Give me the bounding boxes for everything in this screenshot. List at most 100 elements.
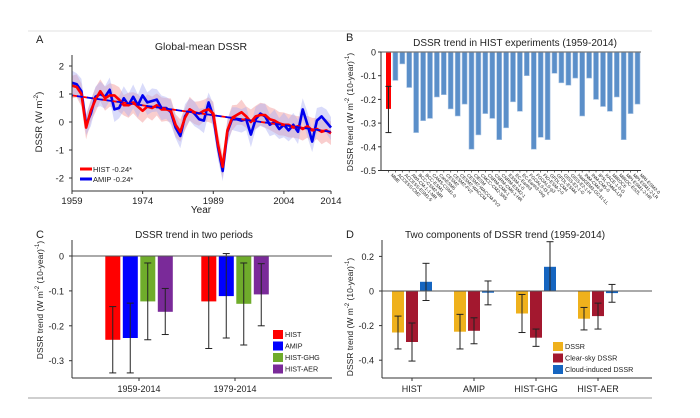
bar-dssr [454,291,466,332]
bar-clear-sky-dssr [530,291,542,338]
bar-model [600,51,606,107]
legend-label-hist-ghg: HIST-GHG [285,353,320,362]
x-tick-label: 2004 [273,196,294,207]
bar-model [613,51,620,98]
bar-model [427,51,433,119]
y-tick-label: -0.3 [48,356,64,366]
trend-line-amip [71,94,332,133]
bar-model [489,51,496,119]
panel-a: A Global-mean DSSR Year DSSR (W m-2) 2 1 0… [33,34,342,216]
x-tick-label: HIST-AER [577,384,619,394]
legend-label-cloud-induced-dssr: Cloud-induced DSSR [565,365,633,374]
y-tick-label: -2 [56,174,64,185]
x-tick-label: 1989 [203,196,224,207]
bar-model [406,51,413,88]
panel-c-label: C [36,229,44,241]
bar-model [523,51,530,77]
y-tick-label: -0.4 [360,142,376,152]
bar-mme [386,52,391,109]
bar-model [579,51,586,117]
bar-hist [105,256,121,340]
bar-model [572,51,579,79]
bar-model [392,51,399,81]
bar-model [447,51,454,110]
panel-c-title: DSSR trend in two periods [135,230,253,241]
bar-model [440,51,447,96]
y-tick-label: -0.1 [48,286,64,296]
legend-swatch-cloud-induced-dssr [553,365,563,374]
legend-label-amip: AMIP -0.24* [93,175,133,184]
bar-model [551,51,558,74]
legend-label-amip: AMIP [285,342,303,351]
bar-model [461,51,468,105]
legend-swatch-amip [273,341,283,351]
panel-d-label: D [346,229,354,241]
y-tick-label: -0.2 [358,321,374,331]
x-tick-label: 1974 [132,196,153,207]
bar-dssr [578,291,590,319]
x-tick-label: 1959 [61,196,82,207]
band-hist [72,74,331,179]
legend-label-clear-sky-dssr: Clear-sky DSSR [565,354,617,363]
panel-d-ylabel: DSSR trend (W m-2 (10-year)-1) [345,258,355,377]
bar-model [537,51,544,138]
bar-model [586,51,592,79]
bar-model [620,51,627,140]
bar-model [482,51,489,114]
y-tick-label: -0.4 [358,356,374,366]
band-amip [72,70,331,182]
panel-c: C DSSR trend in two periods DSSR trend (… [35,229,332,394]
bar-model [517,51,523,112]
y-tick-label: 0 [59,118,64,129]
y-tick-label: -0.1 [360,71,376,81]
series-line-hist [71,84,332,169]
legend-swatch-hist-aer [273,364,283,374]
bar-model [399,51,406,65]
bar-model [634,51,641,105]
bar-model [565,51,572,86]
bar-model [468,51,475,150]
bar-model [454,51,461,117]
y-tick-label: 0 [59,252,64,262]
legend-label-hist-aer: HIST-AER [285,365,318,374]
y-tick-label: 0 [369,287,374,297]
bar-clear-sky-dssr [406,291,418,342]
bar-model [420,51,426,121]
panel-a-xlabel: Year [191,205,212,216]
bar-model [544,51,551,140]
panel-b-label: B [346,32,353,44]
y-tick-label: 1 [59,90,64,101]
y-tick-label: 0.2 [361,252,374,262]
bar-model [558,51,565,84]
legend-swatch-dssr [553,342,563,351]
panel-b-title: DSSR trend in HIST experiments (1959-201… [413,38,617,49]
panel-a-label: A [36,34,44,46]
y-tick-label: -0.3 [360,119,376,129]
x-tick-label: 1979-2014 [213,384,256,394]
panel-a-legend: HIST -0.24*AMIP -0.24* [80,165,133,184]
panel-d-legend: DSSR Clear-sky DSSR Cloud-induced DSSR [553,342,633,374]
bar-model [496,51,503,140]
bar-hist-aer [157,256,173,312]
legend-label-dssr: DSSR [565,342,585,351]
legend-label-hist: HIST -0.24* [93,165,132,174]
bar-model [413,51,419,133]
bar-model [475,51,482,136]
y-tick-label: 2 [59,62,64,73]
panel-b-ylabel: DSSR trend (W m-2 (10-year)-1) [345,53,355,172]
legend-swatch-hist-ghg [273,353,283,362]
x-tick-label: 2014 [320,196,341,207]
panel-d-title: Two components of DSSR trend (1959-2014) [405,230,605,241]
panel-b: B DSSR trend in HIST experiments (1959-2… [345,32,661,208]
bar-model [593,51,599,100]
y-tick-label: -0.2 [48,321,64,331]
x-tick-label: 1959-2014 [117,384,160,394]
y-tick-label: -0.2 [360,95,376,105]
bar-clear-sky-dssr [468,291,480,331]
series-line-amip [71,81,332,173]
y-tick-label: 0 [371,48,376,58]
bar-dssr [392,291,404,333]
x-tick-label: HIST-GHG [514,384,558,394]
bar-amip [122,256,138,338]
